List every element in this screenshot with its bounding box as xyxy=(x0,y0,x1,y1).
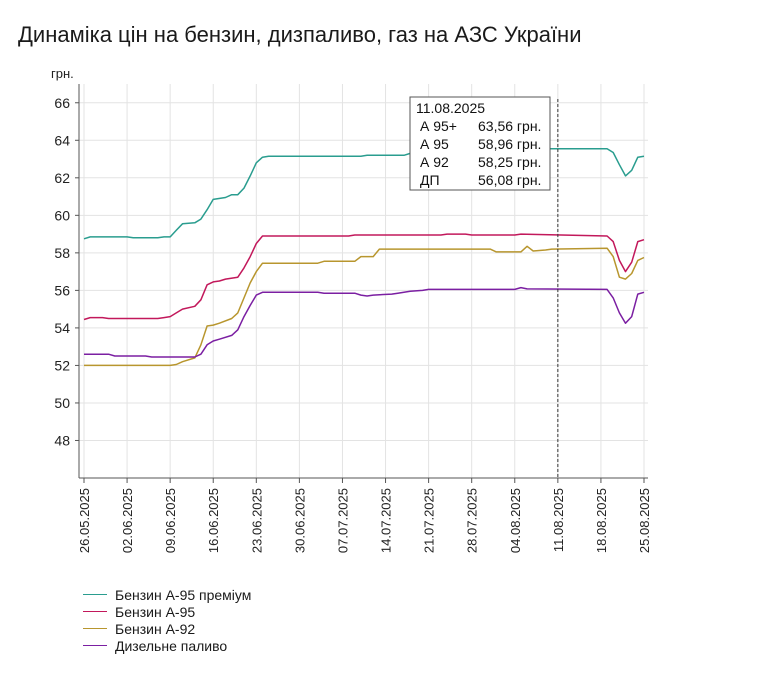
tooltip-row-value: 58,96 грн. xyxy=(478,136,541,152)
tooltip-row-value: 56,08 грн. xyxy=(478,172,541,188)
x-tick-label: 21.07.2025 xyxy=(422,488,437,553)
chart-title: Динаміка цін на бензин, дизпаливо, газ н… xyxy=(18,22,582,47)
y-tick-label: 50 xyxy=(54,395,70,411)
x-tick-label: 28.07.2025 xyxy=(465,488,480,553)
x-tick-label: 25.08.2025 xyxy=(637,488,652,553)
tooltip-row-label: А 95+ xyxy=(420,118,457,134)
legend-swatch xyxy=(83,628,107,629)
series-line xyxy=(84,286,645,358)
series-line xyxy=(84,245,645,367)
legend-swatch xyxy=(83,645,107,646)
series-line xyxy=(83,147,645,240)
tooltip-row-label: А 95 xyxy=(420,136,449,152)
y-tick-label: 48 xyxy=(54,432,70,448)
legend-label: Бензин А-92 xyxy=(115,620,196,637)
hover-tooltip: 11.08.2025 А 95+ 63,56 грн. А 95 58,96 грн. А… xyxy=(409,96,559,478)
tooltip-row-value: 63,56 грн. xyxy=(478,118,541,134)
series-lines xyxy=(83,147,645,367)
legend-swatch xyxy=(83,594,107,595)
legend-item[interactable]: Бензин А-95 xyxy=(83,603,251,620)
y-tick-label: 60 xyxy=(54,207,70,223)
y-axis-label: грн. xyxy=(51,66,74,81)
legend-label: Бензин А-95 xyxy=(115,603,196,620)
legend-label: Дизельне паливо xyxy=(115,637,228,654)
x-tick-label: 30.06.2025 xyxy=(292,488,307,553)
legend-item[interactable]: Бензин А-92 xyxy=(83,620,251,637)
x-tick-label: 18.08.2025 xyxy=(594,488,609,553)
x-tick-label: 16.06.2025 xyxy=(206,488,221,553)
y-tick-label: 64 xyxy=(54,132,70,148)
tooltip-row-value: 58,25 грн. xyxy=(478,154,541,170)
legend-item[interactable]: Дизельне паливо xyxy=(83,637,251,654)
y-tick-label: 56 xyxy=(54,282,70,298)
y-tick-label: 54 xyxy=(54,320,70,336)
tooltip-row-label: А 92 xyxy=(420,154,449,170)
tooltip-date: 11.08.2025 xyxy=(416,100,485,116)
legend-swatch xyxy=(83,611,107,612)
x-tick-label: 11.08.2025 xyxy=(551,488,566,552)
x-tick-label: 04.08.2025 xyxy=(508,488,523,553)
grid-lines xyxy=(79,84,648,478)
legend: Бензин А-95 преміум Бензин А-95 Бензин А-9… xyxy=(83,586,251,654)
x-tick-label: 02.06.2025 xyxy=(120,488,135,553)
x-tick-label: 14.07.2025 xyxy=(379,488,394,553)
legend-label: Бензин А-95 преміум xyxy=(115,586,252,603)
x-tick-label: 07.07.2025 xyxy=(335,488,350,553)
tooltip-box xyxy=(409,96,551,191)
x-tick-label: 23.06.2025 xyxy=(249,488,264,553)
y-tick-label: 66 xyxy=(54,95,70,111)
y-tick-label: 52 xyxy=(54,357,70,373)
y-tick-label: 58 xyxy=(54,245,70,261)
y-tick-label: 62 xyxy=(54,170,70,186)
series-line xyxy=(83,233,645,321)
x-tick-label: 26.05.2025 xyxy=(77,488,92,553)
axes: 48 50 52 54 56 58 60 62 64 66 грн. 26.05.2025 02.06.… xyxy=(51,66,652,553)
legend-item[interactable]: Бензин А-95 преміум xyxy=(83,586,251,603)
tooltip-row-label: ДП xyxy=(420,172,440,188)
x-tick-label: 09.06.2025 xyxy=(163,488,178,553)
